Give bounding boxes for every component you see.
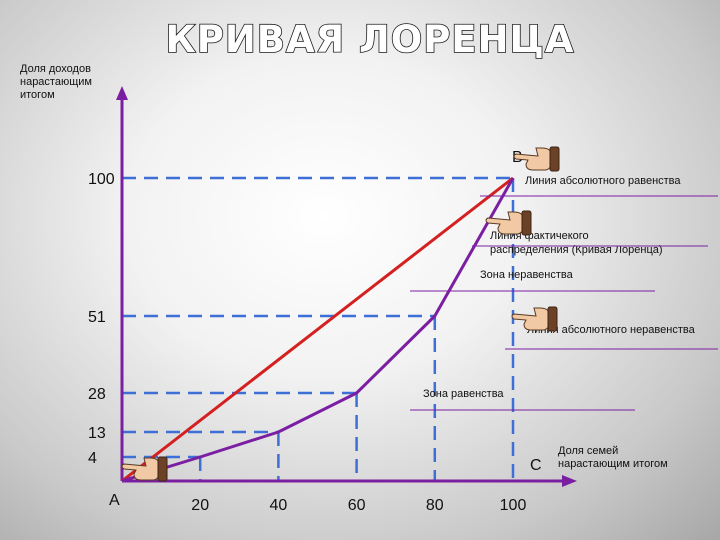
- chart-title: КРИВАЯ ЛОРЕНЦА: [165, 18, 574, 61]
- point-c-label: C: [530, 457, 542, 474]
- annotation: Зона равенства: [410, 388, 635, 411]
- tick-labels: 20 40 60 80 100 4 13 28 51 100: [88, 171, 526, 514]
- x-axis-arrow: [562, 475, 577, 487]
- pointing-hand-icon: [121, 456, 168, 482]
- hand-cuff: [521, 210, 532, 236]
- axes: [116, 86, 577, 487]
- x-tick-label: 40: [270, 497, 288, 514]
- lorenz-curve: [121, 177, 515, 483]
- pointing-hand-icon: [513, 146, 560, 172]
- point-a-label: A: [109, 492, 120, 509]
- hand-cuff: [157, 456, 168, 482]
- annotation-line: Зона равенства: [423, 388, 504, 400]
- x-tick-label: 100: [500, 497, 527, 514]
- annotation-line: Линия абсолютного неравенства: [527, 324, 696, 336]
- annotation-line: распределения (Кривая Лоренца): [490, 244, 663, 256]
- point-labels: ABC: [109, 149, 542, 509]
- y-axis-arrow: [116, 86, 128, 100]
- y-tick-label: 28: [88, 386, 106, 403]
- annotation: Линия абсолютного неравенства: [505, 324, 718, 350]
- series-lines: [121, 176, 515, 483]
- y-tick-label: 4: [88, 450, 97, 467]
- hand-shape: [513, 147, 553, 171]
- x-axis-label-line: нарастающим итогом: [558, 458, 668, 470]
- equality-line: [121, 176, 514, 483]
- x-tick-label: 80: [426, 497, 444, 514]
- annotation: Линия абсолютного равенства: [480, 175, 718, 197]
- y-axis-label-line: итогом: [20, 89, 55, 101]
- y-tick-label: 51: [88, 309, 106, 326]
- hand-icons: [121, 146, 560, 482]
- annotation-line: Зона неравенства: [480, 269, 574, 281]
- hand-shape: [121, 457, 161, 481]
- hand-cuff: [547, 306, 558, 332]
- y-axis-label-line: нарастающим: [20, 76, 92, 88]
- y-tick-label: 100: [88, 171, 115, 188]
- hand-shape: [511, 307, 551, 331]
- hand-shape: [485, 211, 525, 235]
- hand-cuff: [549, 146, 560, 172]
- annotation-line: Линия абсолютного равенства: [525, 175, 681, 187]
- y-axis-label-line: Доля доходов: [20, 63, 91, 75]
- pointing-hand-icon: [511, 306, 558, 332]
- annotation: Зона неравенства: [410, 269, 655, 292]
- x-tick-label: 60: [348, 497, 366, 514]
- x-tick-label: 20: [191, 497, 209, 514]
- y-tick-label: 13: [88, 425, 106, 442]
- pointing-hand-icon: [485, 210, 532, 236]
- x-axis-label-line: Доля семей: [558, 445, 618, 457]
